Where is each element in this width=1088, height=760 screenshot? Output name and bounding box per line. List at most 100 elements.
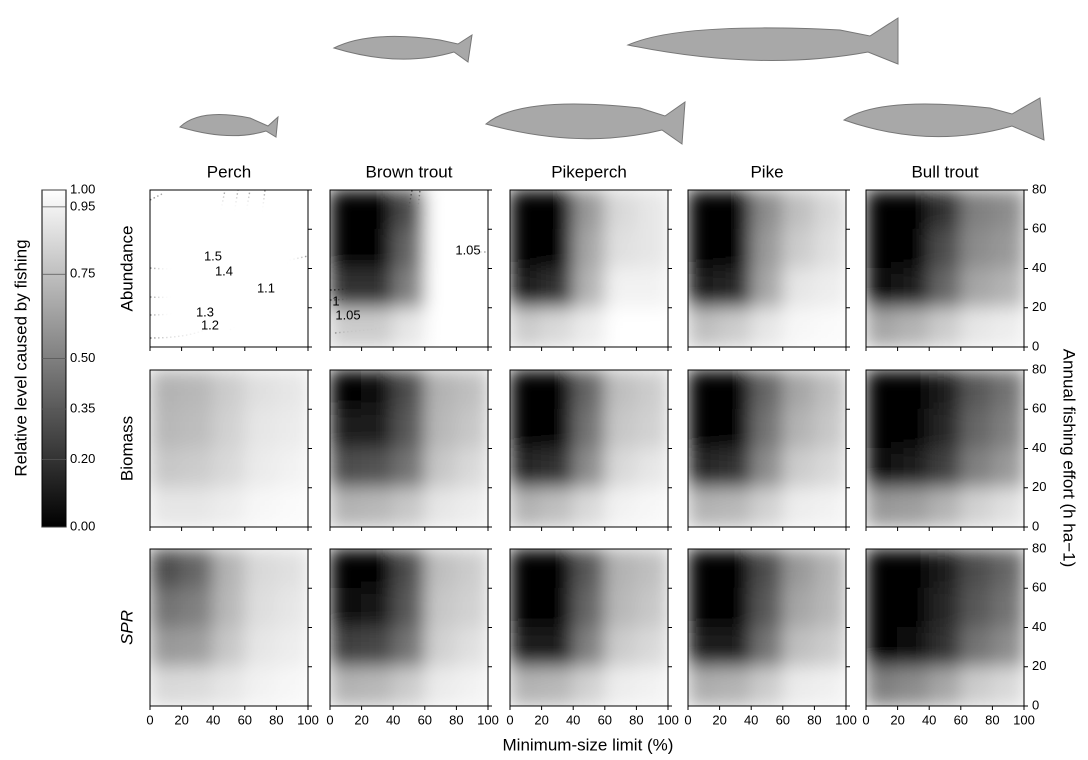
x-tick-label: 40 — [566, 712, 580, 727]
heatmap-cell — [782, 307, 815, 347]
heatmap-cell — [782, 587, 815, 628]
x-tick-label: 60 — [598, 712, 612, 727]
heatmap-cell — [181, 370, 214, 410]
heatmap-cell — [782, 228, 815, 269]
heatmap-cells — [866, 370, 1024, 527]
heatmap-cell — [813, 627, 846, 668]
heatmap-cell — [635, 228, 668, 269]
heatmap-cell — [330, 627, 363, 668]
colorbar-tick-label: 0.20 — [70, 451, 95, 466]
heatmap-cell — [150, 549, 183, 589]
heatmap — [866, 370, 1024, 527]
heatmap-cell — [244, 370, 277, 410]
heatmap-cell — [212, 549, 246, 589]
heatmap-cell — [782, 268, 815, 309]
heatmap-cell — [510, 627, 543, 668]
heatmap-cell — [960, 190, 993, 230]
fish-illustrations — [179, 17, 1045, 145]
heatmap-cell — [928, 549, 962, 589]
heatmap-cell — [688, 190, 721, 230]
heatmap-cell — [866, 190, 899, 230]
heatmap-cell — [361, 549, 394, 589]
heatmap-cells — [688, 370, 846, 527]
heatmap-cell — [330, 408, 363, 449]
heatmap-cell — [750, 307, 784, 347]
heatmap-cells — [688, 549, 846, 706]
heatmap-cell — [424, 228, 457, 269]
heatmap-cell — [604, 448, 637, 489]
heatmap-cell — [572, 666, 606, 706]
heatmap-cell — [866, 666, 899, 706]
heatmap-cell — [635, 666, 668, 706]
heatmap-cell — [275, 666, 308, 706]
y-tick-label: 60 — [1032, 401, 1046, 416]
heatmap — [150, 370, 308, 527]
heatmap-cell — [688, 370, 721, 410]
heatmap-cell — [960, 487, 993, 527]
y-tick-label: 60 — [1032, 221, 1046, 236]
heatmap-cell — [541, 190, 574, 230]
heatmap-cell — [635, 487, 668, 527]
heatmap-cell — [361, 307, 394, 347]
heatmap-cell — [541, 627, 574, 668]
heatmap — [688, 190, 846, 347]
heatmap-cell — [635, 370, 668, 410]
heatmap-cell — [572, 448, 606, 489]
heatmap-cell — [782, 408, 815, 449]
heatmap-cell — [244, 487, 277, 527]
heatmap-cell — [455, 190, 488, 230]
heatmap-cell — [991, 408, 1024, 449]
heatmap-cell — [719, 370, 752, 410]
heatmap-cell — [330, 666, 363, 706]
heatmap-cell — [866, 307, 899, 347]
heatmap-cell — [150, 448, 183, 489]
contour-label: 1.5 — [204, 248, 222, 263]
heatmap-cell — [688, 307, 721, 347]
heatmap-cell — [688, 408, 721, 449]
heatmap-cell — [572, 228, 606, 269]
heatmap-cell — [361, 587, 394, 628]
heatmap-cell — [510, 549, 543, 589]
x-tick-label: 80 — [629, 712, 643, 727]
y-tick-label: 60 — [1032, 580, 1046, 595]
heatmap-cell — [688, 549, 721, 589]
heatmap-cell — [572, 627, 606, 668]
heatmap-cell — [604, 666, 637, 706]
heatmap-cell — [361, 190, 394, 230]
heatmap-cell — [361, 627, 394, 668]
heatmap-cell — [392, 487, 426, 527]
x-tick-label: 0 — [146, 712, 153, 727]
heatmap-cell — [897, 190, 930, 230]
heatmap-cell — [361, 408, 394, 449]
heatmap-cell — [782, 627, 815, 668]
heatmap-cell — [392, 587, 426, 628]
x-tick-label: 80 — [985, 712, 999, 727]
heatmap-cell — [960, 549, 993, 589]
heatmap-cell — [960, 268, 993, 309]
colorbar-tick-label: 0.00 — [70, 518, 95, 533]
heatmap-cell — [150, 487, 183, 527]
heatmap-cell — [928, 370, 962, 410]
heatmap-cell — [719, 408, 752, 449]
heatmap-cell — [541, 408, 574, 449]
heatmap-cell — [866, 487, 899, 527]
heatmap-cell — [782, 549, 815, 589]
heatmap-cell — [275, 448, 308, 489]
heatmap-cells — [866, 190, 1024, 347]
heatmap-cell — [212, 448, 246, 489]
heatmap-cell — [897, 228, 930, 269]
heatmap-cell — [330, 268, 363, 309]
heatmap-cell — [392, 190, 426, 230]
row-label: Biomass — [117, 416, 136, 481]
colorbar-tick-label: 0.95 — [70, 198, 95, 213]
heatmap-cell — [604, 190, 637, 230]
y-tick-label: 40 — [1032, 440, 1046, 455]
heatmap-cell — [604, 408, 637, 449]
heatmap-cell — [928, 487, 962, 527]
heatmap-cell — [688, 666, 721, 706]
heatmap-cell — [330, 587, 363, 628]
heatmap-cell — [361, 487, 394, 527]
contour-label: 1.2 — [201, 317, 219, 332]
heatmap — [866, 190, 1024, 347]
heatmap-cell — [181, 268, 214, 309]
